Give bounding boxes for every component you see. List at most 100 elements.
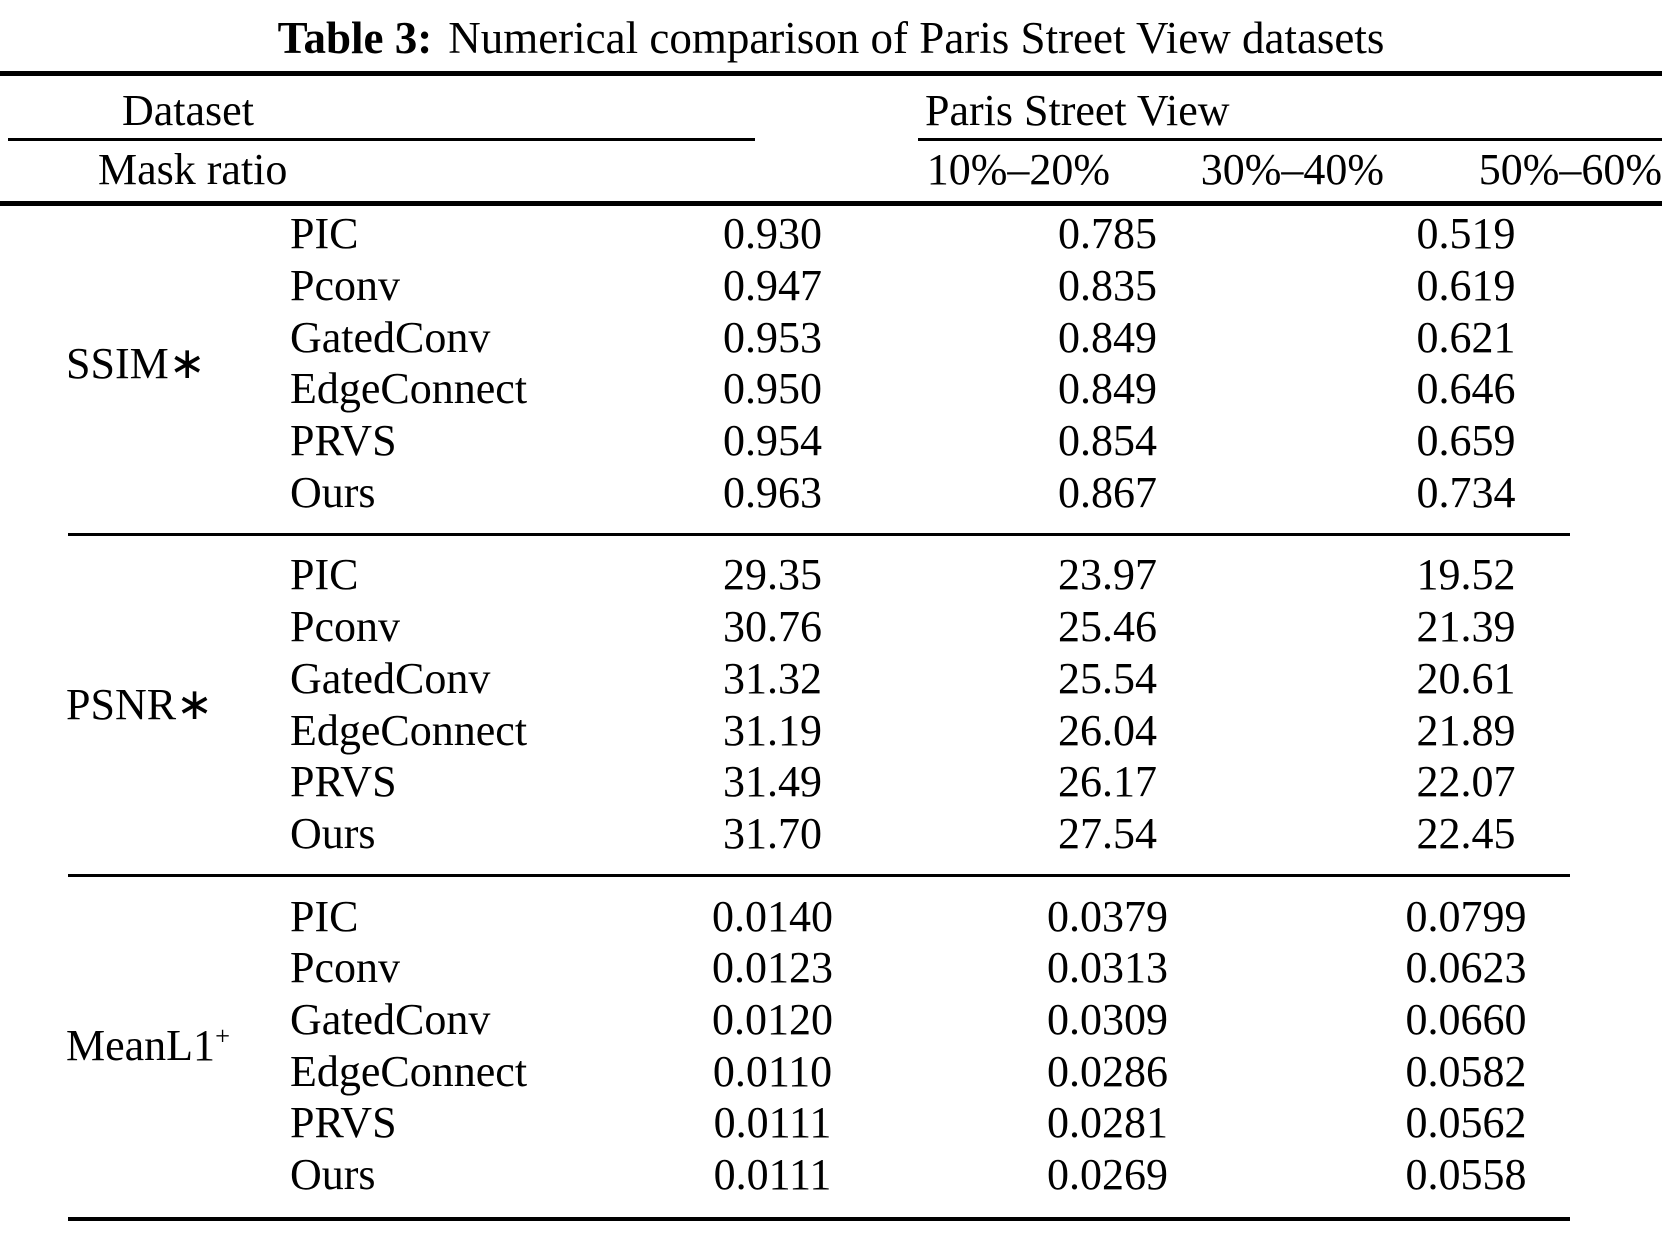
mask-ratio-column-2: 50%–60% bbox=[1478, 145, 1662, 194]
dataset-group-label: Paris Street View bbox=[925, 86, 1230, 135]
value-cell: 0.646 bbox=[1416, 364, 1516, 414]
value-cell: 20.61 bbox=[1416, 653, 1516, 703]
value-cell: 0.0558 bbox=[1405, 1150, 1527, 1200]
metric-group-meanl1: MeanL1+ PIC 0.0140 0.0379 0.0799 Pconv 0.0123 0… bbox=[0, 890, 1662, 1200]
value-cell: 0.854 bbox=[1058, 416, 1157, 466]
value-cell: 0.835 bbox=[1058, 261, 1157, 311]
method-label: GatedConv bbox=[290, 312, 491, 362]
metric-name: PSNR bbox=[66, 679, 177, 729]
value-cell: 0.0313 bbox=[1047, 943, 1168, 993]
method-label: EdgeConnect bbox=[290, 1046, 528, 1096]
value-cell: 0.0660 bbox=[1405, 994, 1527, 1044]
caption-text: Numerical comparison of Paris Street Vie… bbox=[448, 13, 1385, 63]
value-cell: 19.52 bbox=[1416, 550, 1516, 600]
value-cell: 0.0623 bbox=[1405, 943, 1527, 993]
method-label: Ours bbox=[290, 808, 376, 858]
dataset-header-label: Dataset bbox=[122, 86, 254, 135]
header-row-dataset: Dataset Paris Street View bbox=[0, 76, 1662, 138]
group-separator-rule bbox=[68, 533, 1570, 537]
value-cell: 29.35 bbox=[723, 550, 822, 600]
value-cell: 0.963 bbox=[723, 467, 822, 517]
method-label: EdgeConnect bbox=[290, 364, 528, 414]
method-label: Pconv bbox=[290, 943, 400, 993]
method-label: PIC bbox=[290, 209, 359, 259]
value-cell: 0.0140 bbox=[712, 891, 833, 941]
method-label: PIC bbox=[290, 891, 359, 941]
table-body: SSIM∗ PIC 0.930 0.785 0.519 Pconv 0.947 0.835 0.… bbox=[0, 206, 1662, 1200]
value-cell: 26.17 bbox=[1058, 757, 1157, 807]
metric-name: MeanL1 bbox=[66, 1020, 216, 1070]
dataset-underline-rule bbox=[8, 138, 755, 141]
value-cell: 0.0582 bbox=[1405, 1046, 1527, 1096]
value-cell: 0.0281 bbox=[1047, 1098, 1168, 1148]
value-cell: 0.0799 bbox=[1405, 891, 1527, 941]
method-label: GatedConv bbox=[290, 653, 491, 703]
value-cell: 0.734 bbox=[1416, 467, 1516, 517]
value-cell: 0.0379 bbox=[1047, 891, 1168, 941]
top-rule bbox=[0, 71, 1662, 76]
value-cell: 0.867 bbox=[1058, 467, 1157, 517]
value-cell: 0.0269 bbox=[1047, 1150, 1168, 1200]
mask-ratio-column-0: 10%–20% bbox=[926, 145, 1110, 194]
metric-label: SSIM∗ bbox=[0, 338, 240, 389]
method-label: Ours bbox=[290, 467, 376, 517]
bottom-rule bbox=[68, 1217, 1570, 1222]
group-separator-rule bbox=[68, 874, 1570, 878]
value-cell: 0.849 bbox=[1058, 312, 1157, 362]
value-cell: 0.0286 bbox=[1047, 1046, 1168, 1096]
method-label: PRVS bbox=[290, 416, 397, 466]
dataset-group-underline-rule bbox=[918, 138, 1662, 141]
value-cell: 0.849 bbox=[1058, 364, 1157, 414]
metric-label: PSNR∗ bbox=[0, 679, 240, 730]
value-cell: 22.07 bbox=[1416, 757, 1516, 807]
value-cell: 0.619 bbox=[1416, 261, 1516, 311]
value-cell: 27.54 bbox=[1058, 808, 1157, 858]
table-caption: Table 3: Numerical comparison of Paris St… bbox=[0, 0, 1662, 71]
value-cell: 25.46 bbox=[1058, 602, 1157, 652]
value-cell: 0.0309 bbox=[1047, 994, 1168, 1044]
value-cell: 0.954 bbox=[723, 416, 822, 466]
metric-label: MeanL1+ bbox=[0, 1020, 240, 1071]
value-cell: 0.659 bbox=[1416, 416, 1516, 466]
header-bottom-rule bbox=[0, 201, 1662, 206]
metric-group-ssim: SSIM∗ PIC 0.930 0.785 0.519 Pconv 0.947 0.835 0.… bbox=[0, 208, 1662, 518]
value-cell: 0.0110 bbox=[712, 1046, 833, 1096]
value-cell: 0.947 bbox=[723, 261, 822, 311]
value-cell: 21.89 bbox=[1416, 705, 1516, 755]
value-cell: 31.49 bbox=[723, 757, 822, 807]
caption-label: Table 3: bbox=[277, 13, 433, 63]
value-cell: 0.519 bbox=[1416, 209, 1516, 259]
value-cell: 31.70 bbox=[723, 808, 822, 858]
method-label: PIC bbox=[290, 550, 359, 600]
metric-marker: ∗ bbox=[168, 338, 206, 388]
method-label: Pconv bbox=[290, 602, 400, 652]
value-cell: 21.39 bbox=[1416, 602, 1516, 652]
method-label: GatedConv bbox=[290, 994, 491, 1044]
value-cell: 23.97 bbox=[1058, 550, 1157, 600]
value-cell: 0.0111 bbox=[713, 1098, 832, 1148]
method-label: PRVS bbox=[290, 757, 397, 807]
value-cell: 0.930 bbox=[723, 209, 822, 259]
value-cell: 0.621 bbox=[1416, 312, 1516, 362]
partial-rules-row bbox=[0, 138, 1662, 141]
metric-marker: + bbox=[215, 1020, 230, 1051]
method-label: PRVS bbox=[290, 1098, 397, 1148]
value-cell: 0.0111 bbox=[713, 1150, 832, 1200]
value-cell: 31.19 bbox=[723, 705, 822, 755]
metric-marker: ∗ bbox=[176, 679, 213, 729]
metric-group-psnr: PSNR∗ PIC 29.35 23.97 19.52 Pconv 30.76 25.46 21… bbox=[0, 549, 1662, 859]
mask-ratio-header-label: Mask ratio bbox=[98, 145, 288, 194]
metric-name: SSIM bbox=[66, 338, 169, 388]
value-cell: 0.785 bbox=[1058, 209, 1157, 259]
value-cell: 0.0123 bbox=[712, 943, 833, 993]
value-cell: 31.32 bbox=[723, 653, 822, 703]
method-label: EdgeConnect bbox=[290, 705, 528, 755]
value-cell: 26.04 bbox=[1058, 705, 1157, 755]
value-cell: 0.0120 bbox=[712, 994, 833, 1044]
value-cell: 0.950 bbox=[723, 364, 822, 414]
value-cell: 22.45 bbox=[1416, 808, 1516, 858]
value-cell: 30.76 bbox=[723, 602, 822, 652]
header-row-mask-ratio: Mask ratio 10%–20% 30%–40% 50%–60% bbox=[0, 141, 1662, 201]
value-cell: 0.0562 bbox=[1405, 1098, 1527, 1148]
